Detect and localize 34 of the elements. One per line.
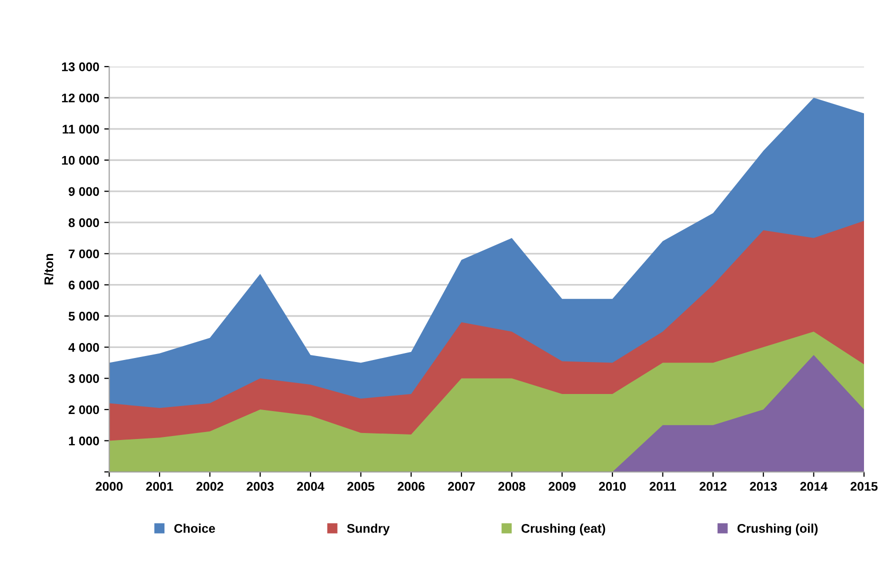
- x-tick-label: 2015: [850, 482, 878, 491]
- x-tick-label: 2002: [196, 482, 224, 491]
- y-tick-label: 4 000: [68, 342, 99, 352]
- x-tick-label: 2005: [347, 482, 374, 491]
- x-tick-label: 2010: [598, 482, 626, 491]
- x-tick-label: 2006: [398, 482, 425, 491]
- x-tick-label: 2000: [96, 482, 123, 491]
- y-tick-label: 10 000: [62, 156, 99, 165]
- x-tick-label: 2014: [800, 482, 828, 491]
- legend-label: Sundry: [347, 524, 390, 536]
- y-tick-label: 6 000: [68, 280, 99, 290]
- legend-label: Crushing (eat): [522, 524, 606, 536]
- legend-label: Choice: [174, 524, 216, 533]
- x-tick-label: 2001: [146, 482, 174, 491]
- y-tick-label: 5 000: [68, 312, 99, 321]
- x-tick-label: 2004: [297, 482, 324, 491]
- y-tick-label: 7 000: [68, 249, 99, 258]
- y-tick-label: 3 000: [68, 374, 99, 384]
- x-tick-label: 2009: [548, 482, 576, 491]
- x-tick-label: 2008: [498, 482, 526, 491]
- y-tick-label: 1 000: [69, 436, 99, 446]
- legend-label: Crushing (oil): [737, 524, 818, 536]
- x-tick-label: 2007: [448, 482, 475, 491]
- y-tick-label: 12 000: [62, 94, 99, 102]
- y-tick-label: 8 000: [68, 218, 99, 228]
- y-tick-label: 11 000: [62, 124, 99, 134]
- y-tick-label: 2 000: [68, 405, 99, 414]
- y-axis-title: R/ton: [44, 254, 54, 284]
- x-tick-label: 2013: [750, 482, 777, 491]
- x-tick-label: 2003: [246, 482, 274, 491]
- y-tick-label: 9 000: [68, 187, 99, 196]
- y-tick-label: 13 000: [62, 62, 99, 72]
- x-tick-label: 2011: [650, 482, 676, 491]
- x-tick-label: 2012: [700, 482, 726, 491]
